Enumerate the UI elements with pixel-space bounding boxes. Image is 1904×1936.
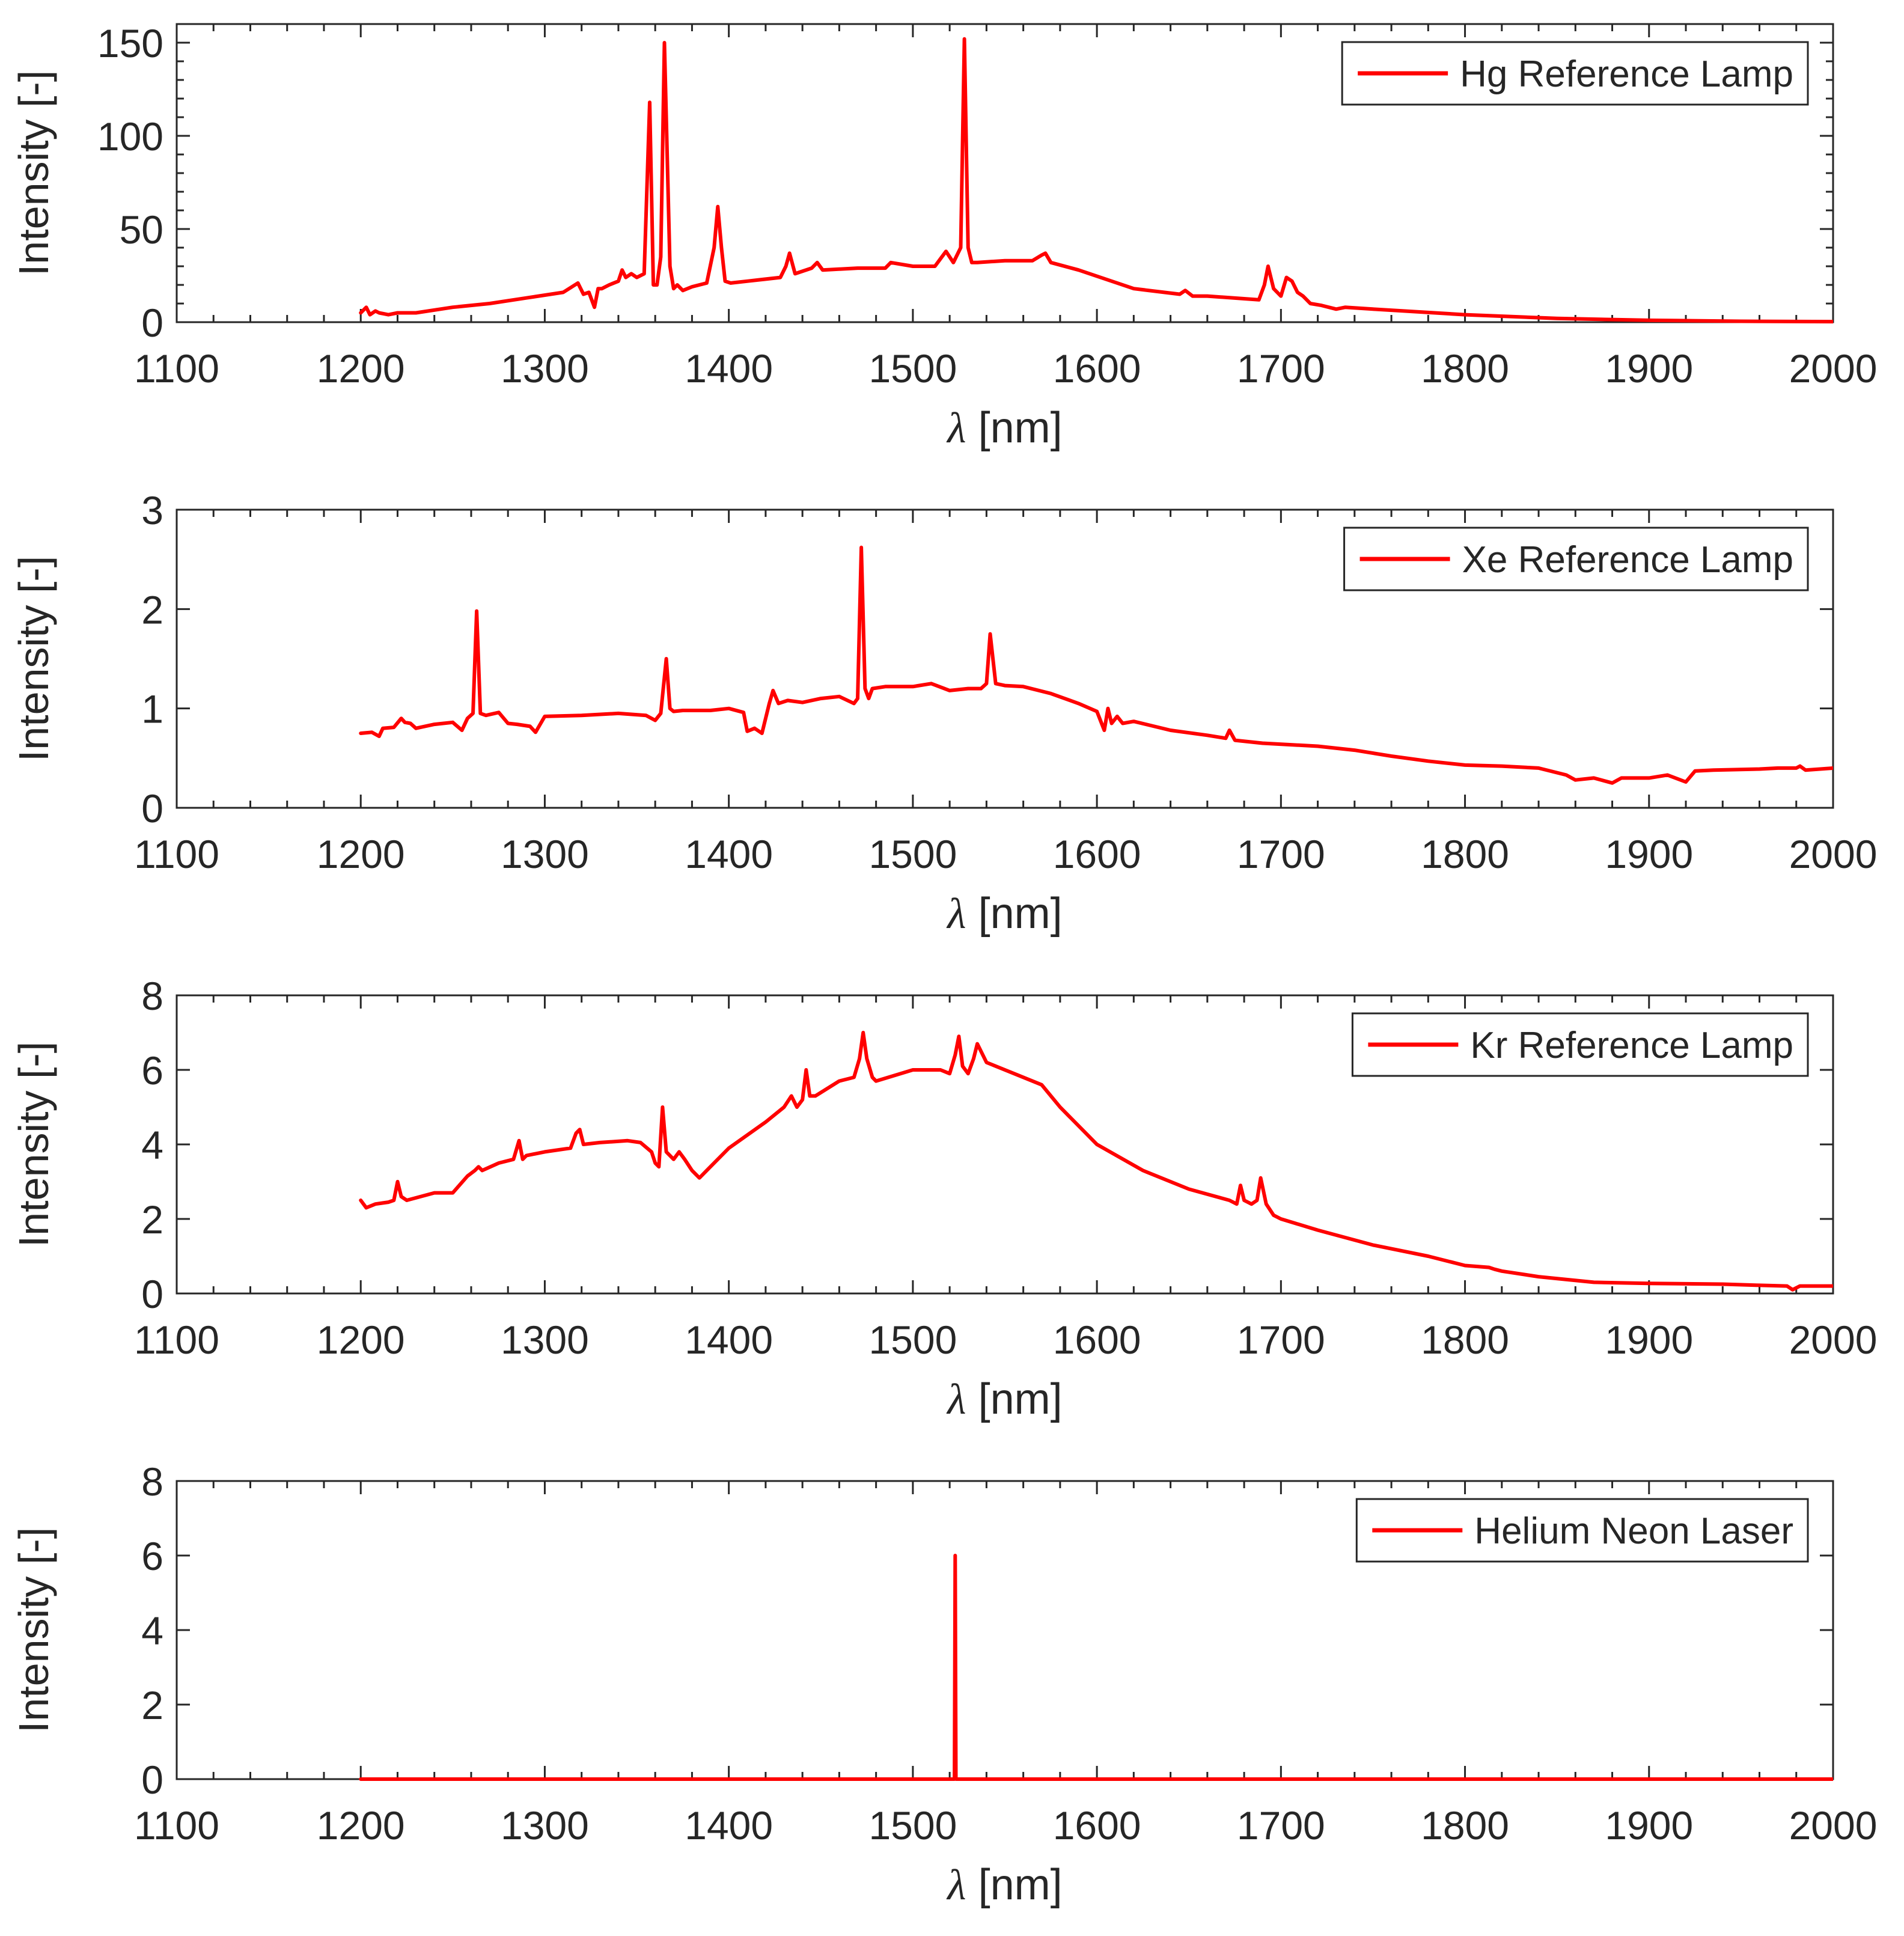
x-tick-label: 1200 xyxy=(317,1803,405,1848)
legend-label: Xe Reference Lamp xyxy=(1462,539,1793,581)
x-tick-label: 1400 xyxy=(685,1318,773,1362)
y-tick-label: 1 xyxy=(141,687,163,731)
x-tick-label: 1900 xyxy=(1605,1318,1693,1362)
x-tick-label: 1900 xyxy=(1605,1803,1693,1848)
x-tick-label: 1700 xyxy=(1237,1318,1325,1362)
x-axis-label-unit: [nm] xyxy=(978,1861,1063,1909)
x-tick-label: 1800 xyxy=(1421,1803,1509,1848)
x-tick-label: 1600 xyxy=(1053,1318,1141,1362)
x-tick-label: 1400 xyxy=(685,1803,773,1848)
x-axis-label-symbol: λ xyxy=(946,1861,966,1909)
x-axis-label-gap xyxy=(966,1861,978,1909)
chart-panel-3: 1100 1200 1300 1400 1500 1600 1700 1800 1900 2000… xyxy=(10,974,1877,1423)
x-tick-label: 1700 xyxy=(1237,832,1325,876)
y-tick-label: 2 xyxy=(141,1683,163,1727)
x-tick-label: 1500 xyxy=(868,346,957,391)
y-tick-label: 0 xyxy=(141,786,163,831)
x-tick-label: 1100 xyxy=(134,1318,219,1362)
x-tick-label: 1500 xyxy=(868,1318,957,1362)
x-tick-label: 1900 xyxy=(1605,832,1693,876)
series-line xyxy=(359,1031,1833,1292)
y-tick-label: 4 xyxy=(141,1123,163,1167)
x-tick-label: 1100 xyxy=(134,346,219,391)
x-axis-label: λ [nm] xyxy=(946,890,1062,938)
x-axis-label-gap xyxy=(966,404,978,452)
y-tick-label: 100 xyxy=(97,114,163,159)
x-tick-label: 1400 xyxy=(685,832,773,876)
x-axis-label-unit: [nm] xyxy=(978,1375,1063,1423)
x-tick-label: 1700 xyxy=(1237,346,1325,391)
x-tick-label: 1300 xyxy=(501,1803,589,1848)
x-axis-label-gap xyxy=(966,1375,978,1423)
y-axis-label: Intensity [-] xyxy=(10,1042,57,1247)
x-tick-label: 1800 xyxy=(1421,832,1509,876)
chart-panel-1: 1100 1200 1300 1400 1500 1600 1700 1800 1900 2000… xyxy=(10,21,1877,452)
x-axis-label-symbol: λ xyxy=(946,404,966,452)
x-tick-label: 1800 xyxy=(1421,346,1509,391)
x-axis-label: λ [nm] xyxy=(946,1375,1062,1423)
x-tick-label: 2000 xyxy=(1789,1318,1878,1362)
x-axis-label-unit: [nm] xyxy=(978,890,1063,938)
series-line xyxy=(359,1554,1833,1781)
x-tick-label: 1800 xyxy=(1421,1318,1509,1362)
y-tick-label: 6 xyxy=(141,1048,163,1093)
x-axis-label-unit: [nm] xyxy=(978,404,1063,452)
x-tick-label: 1900 xyxy=(1605,346,1693,391)
x-axis-label: λ [nm] xyxy=(946,1861,1062,1909)
chart-panel-2: 1100 1200 1300 1400 1500 1600 1700 1800 1900 2000… xyxy=(10,488,1877,938)
x-axis-label-symbol: λ xyxy=(946,1375,966,1423)
y-tick-label: 8 xyxy=(141,974,163,1018)
y-axis-label: Intensity [-] xyxy=(10,1527,57,1733)
x-tick-label: 1300 xyxy=(501,1318,589,1362)
x-axis-label-symbol: λ xyxy=(946,890,966,938)
x-tick-label: 1300 xyxy=(501,832,589,876)
y-tick-label: 4 xyxy=(141,1608,163,1653)
x-axis-label: λ [nm] xyxy=(946,404,1062,452)
x-tick-label: 1600 xyxy=(1053,1803,1141,1848)
x-tick-label: 1500 xyxy=(868,1803,957,1848)
y-tick-label: 2 xyxy=(141,587,163,632)
x-tick-label: 1600 xyxy=(1053,346,1141,391)
x-tick-label: 1100 xyxy=(134,1803,219,1848)
y-tick-label: 0 xyxy=(141,301,163,345)
series-line xyxy=(359,545,1833,785)
y-axis-label: Intensity [-] xyxy=(10,556,57,762)
legend-label: Kr Reference Lamp xyxy=(1470,1025,1793,1066)
x-tick-label: 1100 xyxy=(134,832,219,876)
x-tick-label: 1200 xyxy=(317,346,405,391)
y-tick-label: 50 xyxy=(120,207,163,252)
legend-label: Hg Reference Lamp xyxy=(1460,53,1793,95)
y-axis-label: Intensity [-] xyxy=(10,70,57,276)
y-tick-label: 8 xyxy=(141,1459,163,1504)
legend-label: Helium Neon Laser xyxy=(1474,1510,1793,1552)
x-tick-label: 2000 xyxy=(1789,346,1878,391)
y-tick-label: 0 xyxy=(141,1757,163,1802)
x-axis-label-gap xyxy=(966,890,978,938)
x-tick-label: 2000 xyxy=(1789,1803,1878,1848)
x-tick-label: 1200 xyxy=(317,1318,405,1362)
x-tick-label: 1400 xyxy=(685,346,773,391)
y-tick-label: 0 xyxy=(141,1272,163,1316)
panels: 1100 1200 1300 1400 1500 1600 1700 1800 1900 2000… xyxy=(10,21,1877,1909)
y-tick-label: 2 xyxy=(141,1197,163,1242)
x-tick-label: 1700 xyxy=(1237,1803,1325,1848)
series-line xyxy=(359,37,1833,324)
x-tick-label: 1200 xyxy=(317,832,405,876)
y-tick-label: 3 xyxy=(141,488,163,533)
chart-panel-4: 1100 1200 1300 1400 1500 1600 1700 1800 1900 2000… xyxy=(10,1459,1877,1909)
x-tick-label: 2000 xyxy=(1789,832,1878,876)
x-tick-label: 1500 xyxy=(868,832,957,876)
y-tick-label: 150 xyxy=(97,21,163,66)
x-tick-label: 1600 xyxy=(1053,832,1141,876)
y-tick-label: 6 xyxy=(141,1534,163,1578)
x-tick-label: 1300 xyxy=(501,346,589,391)
